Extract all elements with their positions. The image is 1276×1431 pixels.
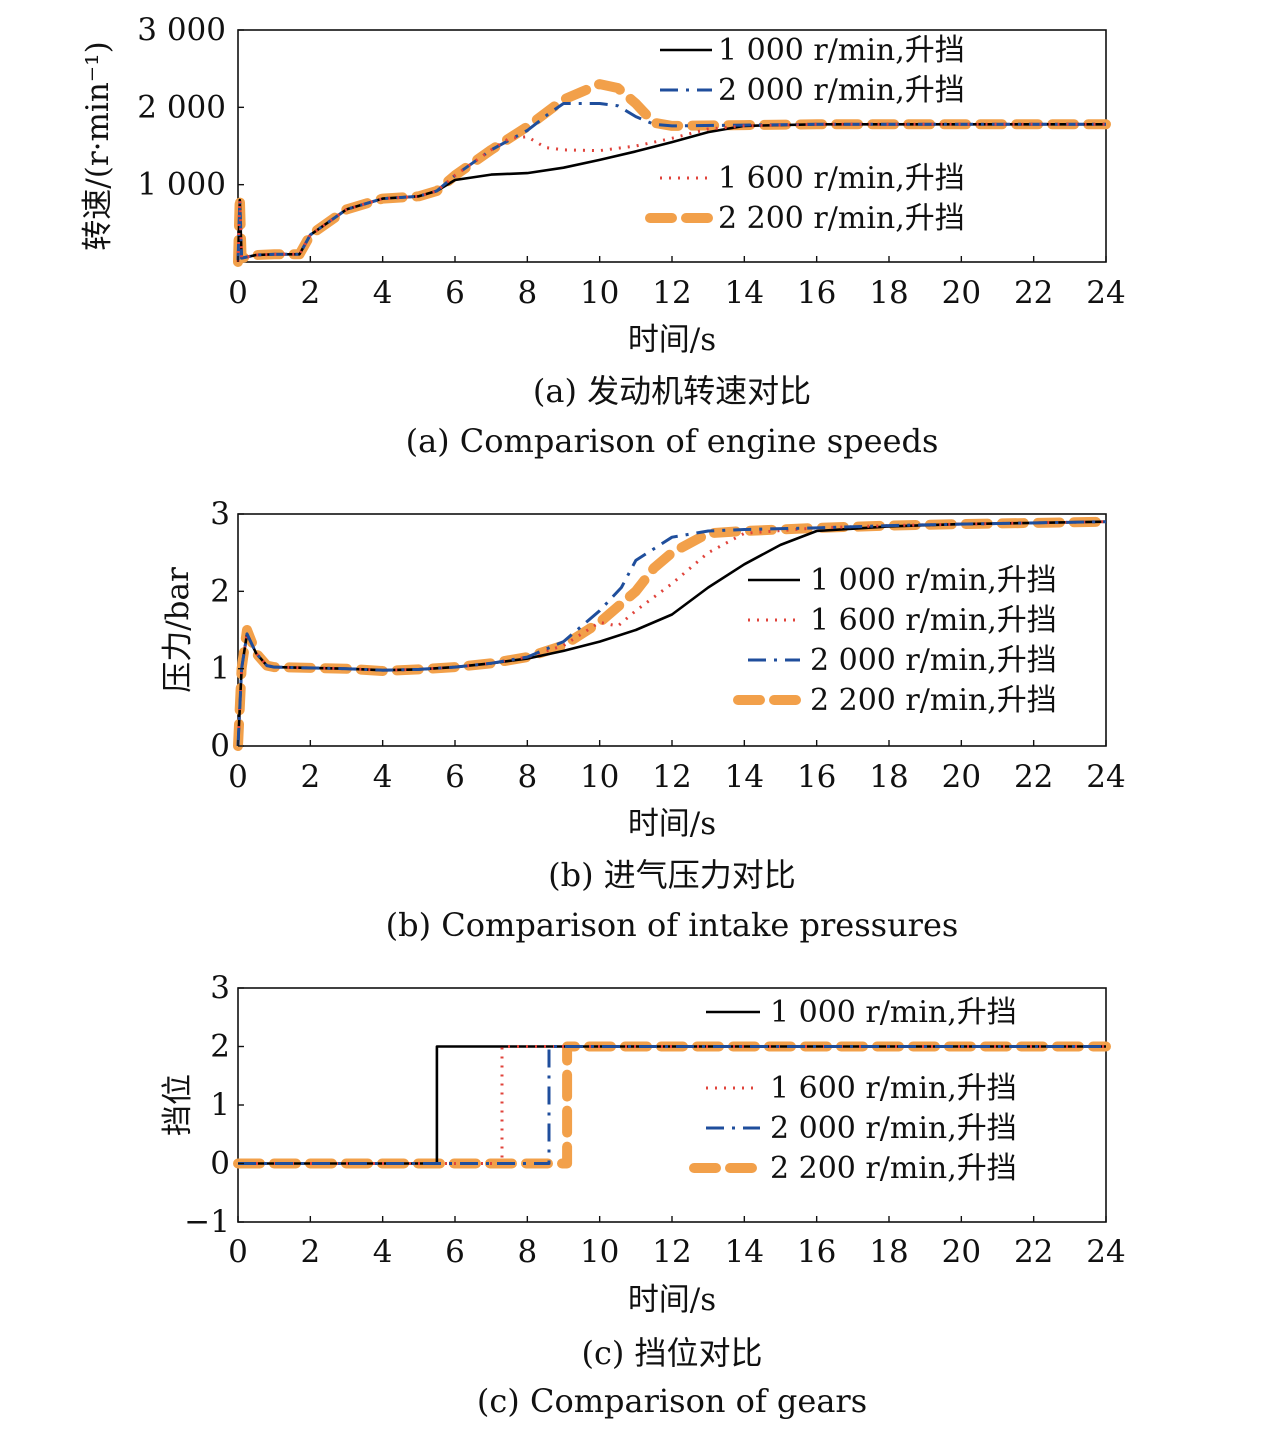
series-line bbox=[236, 123, 1106, 263]
y-tick-labels: 3 000 2 000 1 000 bbox=[137, 12, 244, 203]
y-axis-label: 转速/(r·min⁻¹) bbox=[80, 41, 116, 250]
y-tick-label: 0 bbox=[210, 728, 230, 764]
y-tick-label: −1 bbox=[184, 1204, 230, 1240]
x-tick-label: 12 bbox=[652, 1234, 691, 1270]
x-tick-label: 6 bbox=[445, 275, 465, 311]
x-axis-label: 时间/s bbox=[628, 806, 716, 842]
legend-label: 1 000 r/min,升挡 bbox=[810, 563, 1057, 598]
series-line bbox=[233, 79, 1111, 267]
x-tick-label: 2 bbox=[300, 759, 320, 795]
legend-label: 1 600 r/min,升挡 bbox=[810, 603, 1057, 638]
legend-label: 2 000 r/min,升挡 bbox=[770, 1111, 1017, 1146]
y-axis-label: 压力/bar bbox=[160, 567, 196, 693]
legend: 1 000 r/min,升挡 1 600 r/min,升挡 2 000 r/min,… bbox=[689, 995, 1017, 1186]
legend-label: 2 200 r/min,升挡 bbox=[770, 1151, 1017, 1186]
y-tick-labels: 3 2 1 0 bbox=[210, 496, 244, 764]
legend-label: 2 200 r/min,升挡 bbox=[810, 683, 1057, 718]
x-tick-label: 2 bbox=[300, 1234, 320, 1270]
y-tick-label: 3 bbox=[210, 496, 230, 532]
y-tick-label: 0 bbox=[210, 1146, 230, 1182]
x-tick-label: 10 bbox=[580, 1234, 619, 1270]
panel-caption: (b) 进气压力对比 bbox=[548, 856, 796, 894]
y-tick-label: 3 bbox=[210, 970, 230, 1006]
x-tick-label: 14 bbox=[725, 275, 764, 311]
x-tick-label: 4 bbox=[373, 759, 393, 795]
x-tick-labels: 0 2 4 6 8 10 12 14 16 18 20 22 24 bbox=[228, 740, 1126, 795]
legend-label: 1 600 r/min,升挡 bbox=[718, 161, 965, 196]
panel-caption-en: (b) Comparison of intake pressures bbox=[386, 906, 959, 944]
x-tick-label: 12 bbox=[652, 275, 691, 311]
x-tick-label: 18 bbox=[869, 759, 908, 795]
legend-label: 2 000 r/min,升挡 bbox=[718, 73, 965, 108]
x-tick-label: 20 bbox=[942, 275, 981, 311]
x-tick-label: 14 bbox=[725, 1234, 764, 1270]
x-tick-label: 8 bbox=[517, 759, 537, 795]
plot-frame bbox=[237, 29, 1107, 263]
x-tick-label: 16 bbox=[797, 275, 836, 311]
x-tick-label: 24 bbox=[1086, 275, 1125, 311]
x-tick-label: 0 bbox=[228, 759, 248, 795]
x-tick-label: 24 bbox=[1086, 759, 1125, 795]
x-tick-label: 2 bbox=[300, 275, 320, 311]
x-tick-label: 10 bbox=[580, 759, 619, 795]
x-tick-label: 14 bbox=[725, 759, 764, 795]
series-layer bbox=[233, 1041, 1111, 1169]
legend: 1 000 r/min,升挡 2 000 r/min,升挡 1 600 r/min,… bbox=[645, 33, 965, 236]
legend: 1 000 r/min,升挡 1 600 r/min,升挡 2 000 r/min,… bbox=[733, 563, 1057, 718]
x-tick-label: 22 bbox=[1014, 1234, 1053, 1270]
legend-label: 1 000 r/min,升挡 bbox=[770, 995, 1017, 1030]
y-tick-labels: 3 2 1 0 −1 bbox=[184, 970, 244, 1240]
y-tick-label: 2 bbox=[210, 573, 230, 609]
panel-caption: (a) 发动机转速对比 bbox=[533, 372, 811, 410]
x-tick-label: 18 bbox=[869, 275, 908, 311]
x-tick-label: 4 bbox=[373, 275, 393, 311]
x-tick-label: 24 bbox=[1086, 1234, 1125, 1270]
x-tick-label: 0 bbox=[228, 1234, 248, 1270]
panel-caption-en: (c) Comparison of gears bbox=[477, 1382, 867, 1420]
x-tick-label: 12 bbox=[652, 759, 691, 795]
series-line bbox=[236, 122, 1106, 263]
series-layer bbox=[233, 516, 1111, 751]
y-tick-label: 1 bbox=[210, 651, 230, 687]
x-tick-label: 18 bbox=[869, 1234, 908, 1270]
legend-label: 1 600 r/min,升挡 bbox=[770, 1071, 1017, 1106]
y-tick-label: 3 000 bbox=[137, 12, 226, 48]
x-tick-label: 0 bbox=[228, 275, 248, 311]
x-tick-label: 22 bbox=[1014, 759, 1053, 795]
y-tick-label: 1 bbox=[210, 1087, 230, 1123]
x-tick-label: 16 bbox=[797, 1234, 836, 1270]
panel-caption: (c) 挡位对比 bbox=[581, 1334, 762, 1372]
x-tick-label: 4 bbox=[373, 1234, 393, 1270]
x-tick-labels: 0 2 4 6 8 10 12 14 16 18 20 22 24 bbox=[228, 1216, 1126, 1270]
x-axis-label: 时间/s bbox=[628, 1282, 716, 1318]
series-line bbox=[238, 1045, 1106, 1165]
x-tick-label: 8 bbox=[517, 1234, 537, 1270]
x-tick-labels: 0 2 4 6 8 10 12 14 16 18 20 22 24 bbox=[228, 256, 1126, 311]
x-tick-label: 6 bbox=[445, 759, 465, 795]
series-line bbox=[236, 520, 1107, 747]
y-tick-label: 2 bbox=[210, 1029, 230, 1065]
x-axis-label: 时间/s bbox=[628, 322, 716, 358]
series-layer bbox=[233, 79, 1111, 267]
panel-caption-en: (a) Comparison of engine speeds bbox=[406, 422, 939, 460]
y-axis-label: 挡位 bbox=[160, 1074, 196, 1136]
x-tick-label: 20 bbox=[942, 1234, 981, 1270]
x-tick-label: 20 bbox=[942, 759, 981, 795]
x-tick-label: 16 bbox=[797, 759, 836, 795]
x-tick-label: 10 bbox=[580, 275, 619, 311]
legend-label: 1 000 r/min,升挡 bbox=[718, 33, 965, 68]
y-tick-label: 1 000 bbox=[137, 167, 226, 203]
x-tick-label: 8 bbox=[517, 275, 537, 311]
x-tick-label: 22 bbox=[1014, 275, 1053, 311]
series-line bbox=[236, 102, 1106, 263]
y-tick-label: 2 000 bbox=[137, 89, 226, 125]
legend-label: 2 200 r/min,升挡 bbox=[718, 201, 965, 236]
legend-label: 2 000 r/min,升挡 bbox=[810, 643, 1057, 678]
x-tick-label: 6 bbox=[445, 1234, 465, 1270]
